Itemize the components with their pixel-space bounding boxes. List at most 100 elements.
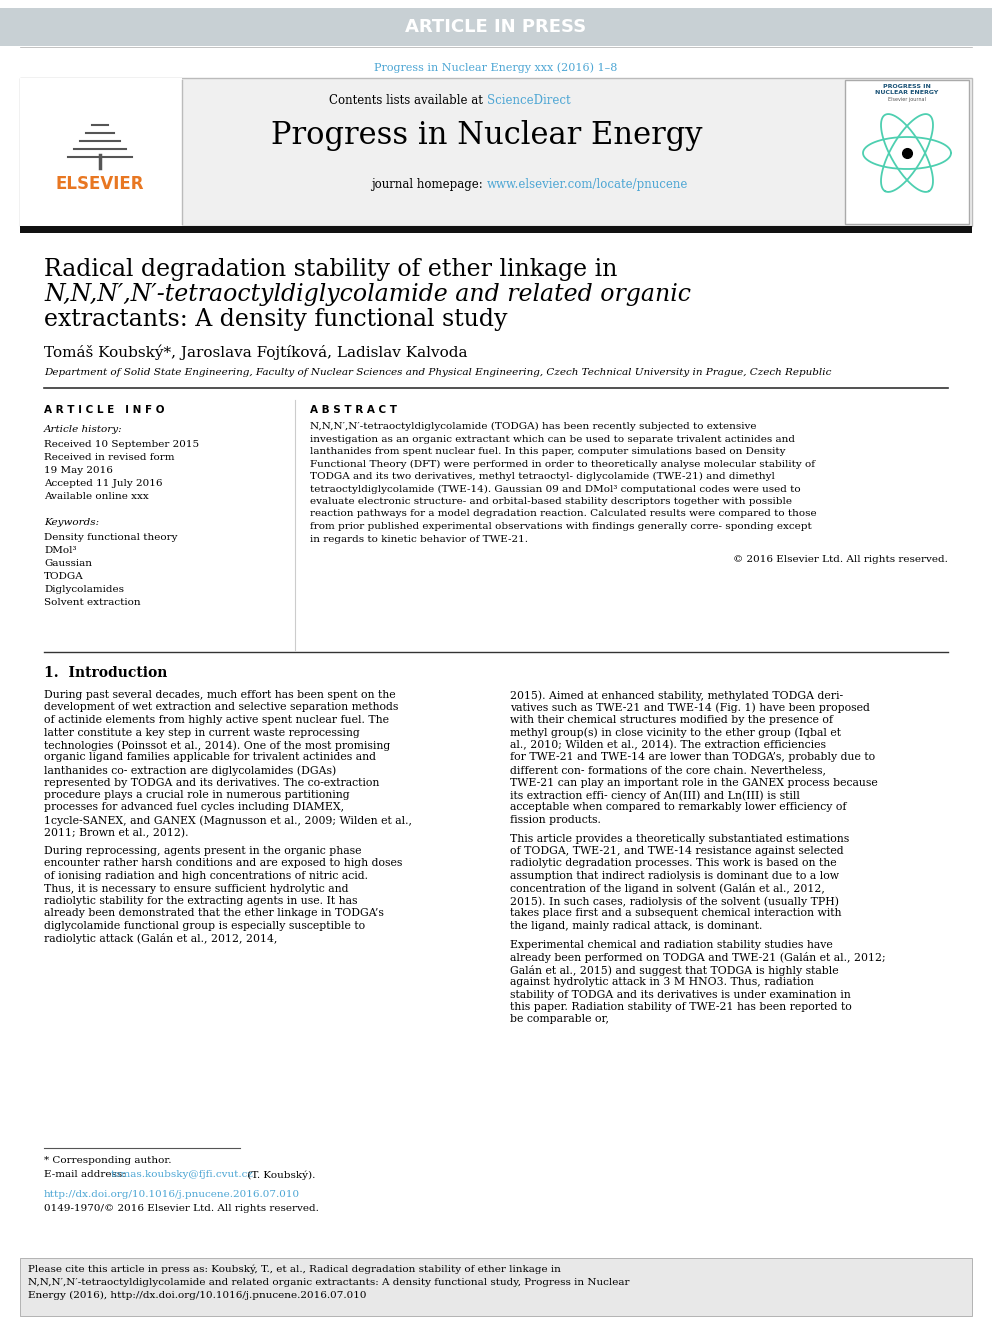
- Text: already been demonstrated that the ether linkage in TODGA’s: already been demonstrated that the ether…: [44, 909, 384, 918]
- Bar: [0, 8, 992, 46]
- Text: ARTICLE IN PRESS: ARTICLE IN PRESS: [406, 19, 586, 36]
- Text: Functional Theory (DFT) were performed in order to theoretically analyse molecul: Functional Theory (DFT) were performed i…: [310, 459, 815, 468]
- Text: During reprocessing, agents present in the organic phase: During reprocessing, agents present in t…: [44, 845, 361, 856]
- Text: for TWE-21 and TWE-14 are lower than TODGA’s, probably due to: for TWE-21 and TWE-14 are lower than TOD…: [510, 753, 875, 762]
- Text: stability of TODGA and its derivatives is under examination in: stability of TODGA and its derivatives i…: [510, 990, 851, 999]
- Text: ELSEVIER: ELSEVIER: [56, 175, 144, 193]
- Text: encounter rather harsh conditions and are exposed to high doses: encounter rather harsh conditions and ar…: [44, 859, 403, 868]
- Text: http://dx.doi.org/10.1016/j.pnucene.2016.07.010: http://dx.doi.org/10.1016/j.pnucene.2016…: [44, 1189, 301, 1199]
- Text: 1cycle-SANEX, and GANEX (Magnusson et al., 2009; Wilden et al.,: 1cycle-SANEX, and GANEX (Magnusson et al…: [44, 815, 412, 826]
- Text: Diglycolamides: Diglycolamides: [44, 585, 124, 594]
- Text: radiolytic degradation processes. This work is based on the: radiolytic degradation processes. This w…: [510, 859, 836, 868]
- Text: N,N,N′,N′-tetraoctyldiglycolamide and related organic: N,N,N′,N′-tetraoctyldiglycolamide and re…: [44, 283, 691, 306]
- Text: investigation as an organic extractant which can be used to separate trivalent a: investigation as an organic extractant w…: [310, 434, 795, 443]
- Text: procedure plays a crucial role in numerous partitioning: procedure plays a crucial role in numero…: [44, 790, 349, 800]
- Text: the ligand, mainly radical attack, is dominant.: the ligand, mainly radical attack, is do…: [510, 921, 763, 931]
- Text: www.elsevier.com/locate/pnucene: www.elsevier.com/locate/pnucene: [487, 179, 688, 191]
- Text: of TODGA, TWE-21, and TWE-14 resistance against selected: of TODGA, TWE-21, and TWE-14 resistance …: [510, 845, 843, 856]
- Text: 1.  Introduction: 1. Introduction: [44, 665, 168, 680]
- Text: N,N,N′,N′-tetraoctyldiglycolamide (TODGA) has been recently subjected to extensi: N,N,N′,N′-tetraoctyldiglycolamide (TODGA…: [310, 422, 757, 431]
- Text: this paper. Radiation stability of TWE-21 has been reported to: this paper. Radiation stability of TWE-2…: [510, 1002, 852, 1012]
- Text: with their chemical structures modified by the presence of: with their chemical structures modified …: [510, 714, 833, 725]
- Text: Solvent extraction: Solvent extraction: [44, 598, 141, 607]
- Text: Radical degradation stability of ether linkage in: Radical degradation stability of ether l…: [44, 258, 617, 280]
- Text: lanthanides co- extraction are diglycolamides (DGAs): lanthanides co- extraction are diglycola…: [44, 765, 336, 775]
- Text: © 2016 Elsevier Ltd. All rights reserved.: © 2016 Elsevier Ltd. All rights reserved…: [733, 556, 948, 564]
- Text: Progress in Nuclear Energy xxx (2016) 1–8: Progress in Nuclear Energy xxx (2016) 1–…: [374, 62, 618, 73]
- Text: 0149-1970/© 2016 Elsevier Ltd. All rights reserved.: 0149-1970/© 2016 Elsevier Ltd. All right…: [44, 1204, 318, 1213]
- Text: concentration of the ligand in solvent (Galán et al., 2012,: concentration of the ligand in solvent (…: [510, 884, 825, 894]
- Text: radiolytic attack (Galán et al., 2012, 2014,: radiolytic attack (Galán et al., 2012, 2…: [44, 934, 278, 945]
- Text: TODGA: TODGA: [44, 572, 83, 581]
- Text: technologies (Poinssot et al., 2014). One of the most promising: technologies (Poinssot et al., 2014). On…: [44, 740, 390, 750]
- Text: Available online xxx: Available online xxx: [44, 492, 149, 501]
- Text: Department of Solid State Engineering, Faculty of Nuclear Sciences and Physical : Department of Solid State Engineering, F…: [44, 368, 831, 377]
- Text: Progress in Nuclear Energy: Progress in Nuclear Energy: [271, 120, 702, 151]
- Text: radiolytic stability for the extracting agents in use. It has: radiolytic stability for the extracting …: [44, 896, 357, 906]
- Text: 2015). In such cases, radiolysis of the solvent (usually TPH): 2015). In such cases, radiolysis of the …: [510, 896, 839, 906]
- Text: development of wet extraction and selective separation methods: development of wet extraction and select…: [44, 703, 399, 713]
- Text: already been performed on TODGA and TWE-21 (Galán et al., 2012;: already been performed on TODGA and TWE-…: [510, 953, 886, 963]
- Text: DMol³: DMol³: [44, 546, 76, 556]
- Text: During past several decades, much effort has been spent on the: During past several decades, much effort…: [44, 691, 396, 700]
- Text: latter constitute a key step in current waste reprocessing: latter constitute a key step in current …: [44, 728, 360, 737]
- Text: Experimental chemical and radiation stability studies have: Experimental chemical and radiation stab…: [510, 939, 832, 950]
- Bar: [845, 79, 969, 224]
- Text: 2015). Aimed at enhanced stability, methylated TODGA deri-: 2015). Aimed at enhanced stability, meth…: [510, 691, 843, 701]
- Text: Accepted 11 July 2016: Accepted 11 July 2016: [44, 479, 163, 488]
- Text: Elsevier journal: Elsevier journal: [888, 97, 926, 102]
- Text: Tomáš Koubský*, Jaroslava Fojtíková, Ladislav Kalvoda: Tomáš Koubský*, Jaroslava Fojtíková, Lad…: [44, 345, 467, 360]
- Text: * Corresponding author.: * Corresponding author.: [44, 1156, 172, 1166]
- Text: diglycolamide functional group is especially susceptible to: diglycolamide functional group is especi…: [44, 921, 365, 931]
- Text: be comparable or,: be comparable or,: [510, 1015, 609, 1024]
- Bar: [20, 78, 182, 226]
- Text: (T. Koubský).: (T. Koubský).: [244, 1170, 315, 1180]
- Text: Contents lists available at: Contents lists available at: [329, 94, 487, 107]
- Text: of actinide elements from highly active spent nuclear fuel. The: of actinide elements from highly active …: [44, 714, 389, 725]
- Text: A B S T R A C T: A B S T R A C T: [310, 405, 397, 415]
- Text: journal homepage:: journal homepage:: [371, 179, 487, 191]
- Text: extractants: A density functional study: extractants: A density functional study: [44, 308, 508, 331]
- Text: from prior published experimental observations with findings generally corre- sp: from prior published experimental observ…: [310, 523, 811, 531]
- Text: lanthanides from spent nuclear fuel. In this paper, computer simulations based o: lanthanides from spent nuclear fuel. In …: [310, 447, 786, 456]
- Text: tomas.koubsky@fjfi.cvut.cz: tomas.koubsky@fjfi.cvut.cz: [111, 1170, 254, 1179]
- Text: E-mail address:: E-mail address:: [44, 1170, 129, 1179]
- Text: Gaussian: Gaussian: [44, 560, 92, 568]
- Text: vatives such as TWE-21 and TWE-14 (Fig. 1) have been proposed: vatives such as TWE-21 and TWE-14 (Fig. …: [510, 703, 870, 713]
- Text: 2011; Brown et al., 2012).: 2011; Brown et al., 2012).: [44, 827, 188, 837]
- Text: Received in revised form: Received in revised form: [44, 452, 175, 462]
- Text: acceptable when compared to remarkably lower efficiency of: acceptable when compared to remarkably l…: [510, 803, 846, 812]
- Text: N,N,N′,N′-tetraoctyldiglycolamide and related organic extractants: A density fun: N,N,N′,N′-tetraoctyldiglycolamide and re…: [28, 1278, 630, 1287]
- Text: Article history:: Article history:: [44, 425, 123, 434]
- Text: in regards to kinetic behavior of TWE-21.: in regards to kinetic behavior of TWE-21…: [310, 534, 528, 544]
- Text: of ionising radiation and high concentrations of nitric acid.: of ionising radiation and high concentra…: [44, 871, 368, 881]
- Text: This article provides a theoretically substantiated estimations: This article provides a theoretically su…: [510, 833, 849, 844]
- Text: PROGRESS IN
NUCLEAR ENERGY: PROGRESS IN NUCLEAR ENERGY: [875, 83, 938, 95]
- Text: Please cite this article in press as: Koubský, T., et al., Radical degradation s: Please cite this article in press as: Ko…: [28, 1265, 560, 1274]
- Text: tetraoctyldiglycolamide (TWE-14). Gaussian 09 and DMol³ computational codes were: tetraoctyldiglycolamide (TWE-14). Gaussi…: [310, 484, 801, 493]
- Text: Energy (2016), http://dx.doi.org/10.1016/j.pnucene.2016.07.010: Energy (2016), http://dx.doi.org/10.1016…: [28, 1291, 366, 1301]
- Text: TWE-21 can play an important role in the GANEX process because: TWE-21 can play an important role in the…: [510, 778, 878, 787]
- Text: fission products.: fission products.: [510, 815, 601, 826]
- Text: Received 10 September 2015: Received 10 September 2015: [44, 441, 199, 448]
- Text: A R T I C L E   I N F O: A R T I C L E I N F O: [44, 405, 165, 415]
- Text: against hydrolytic attack in 3 M HNO3. Thus, radiation: against hydrolytic attack in 3 M HNO3. T…: [510, 976, 813, 987]
- Text: Galán et al., 2015) and suggest that TODGA is highly stable: Galán et al., 2015) and suggest that TOD…: [510, 964, 838, 975]
- Text: assumption that indirect radiolysis is dominant due to a low: assumption that indirect radiolysis is d…: [510, 871, 839, 881]
- Text: methyl group(s) in close vicinity to the ether group (Iqbal et: methyl group(s) in close vicinity to the…: [510, 728, 841, 738]
- Text: Thus, it is necessary to ensure sufficient hydrolytic and: Thus, it is necessary to ensure sufficie…: [44, 884, 348, 893]
- Text: represented by TODGA and its derivatives. The co-extraction: represented by TODGA and its derivatives…: [44, 778, 379, 787]
- Text: Keywords:: Keywords:: [44, 519, 99, 527]
- Text: 19 May 2016: 19 May 2016: [44, 466, 113, 475]
- Text: its extraction effi- ciency of An(III) and Ln(III) is still: its extraction effi- ciency of An(III) a…: [510, 790, 800, 800]
- Text: al., 2010; Wilden et al., 2014). The extraction efficiencies: al., 2010; Wilden et al., 2014). The ext…: [510, 740, 826, 750]
- Text: TODGA and its two derivatives, methyl tetraoctyl- diglycolamide (TWE-21) and dim: TODGA and its two derivatives, methyl te…: [310, 472, 775, 482]
- Text: Density functional theory: Density functional theory: [44, 533, 178, 542]
- Bar: [20, 78, 972, 226]
- Bar: [20, 1258, 972, 1316]
- Text: ScienceDirect: ScienceDirect: [487, 94, 570, 107]
- Text: evaluate electronic structure- and orbital-based stability descriptors together : evaluate electronic structure- and orbit…: [310, 497, 792, 505]
- Text: different con- formations of the core chain. Nevertheless,: different con- formations of the core ch…: [510, 765, 826, 775]
- Text: processes for advanced fuel cycles including DIAMEX,: processes for advanced fuel cycles inclu…: [44, 803, 344, 812]
- Text: organic ligand families applicable for trivalent actinides and: organic ligand families applicable for t…: [44, 753, 376, 762]
